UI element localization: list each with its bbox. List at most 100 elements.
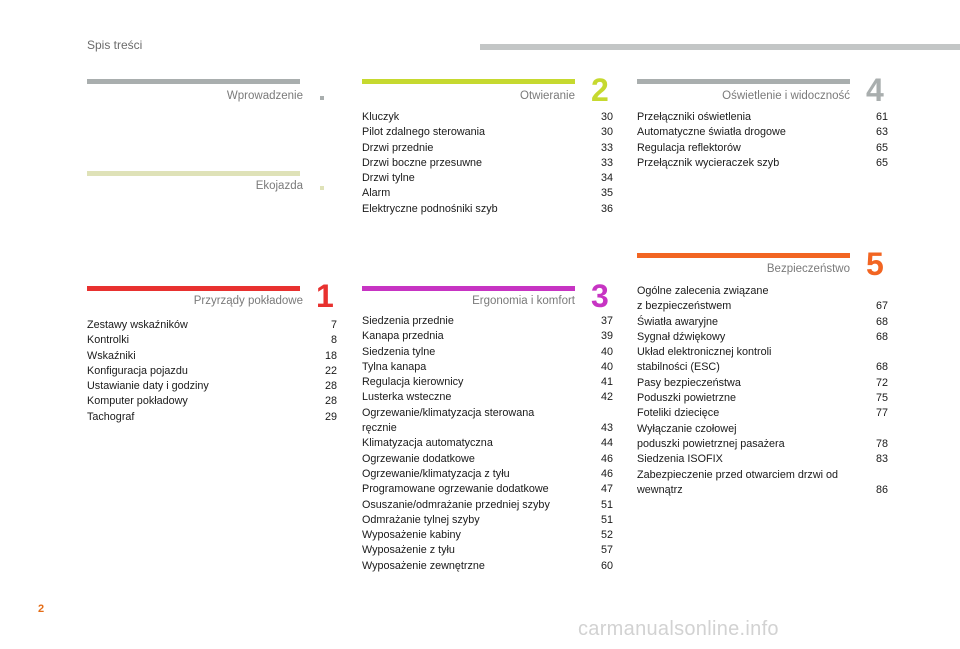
toc-entry-page: 42 <box>600 391 613 404</box>
toc-entry-label: Wyposażenie zewnętrzne <box>362 559 485 572</box>
toc-entry-page: 57 <box>600 544 613 557</box>
toc-entry[interactable]: Programowane ogrzewanie dodatkowe 47 <box>362 482 613 497</box>
toc-entry[interactable]: Kanapa przednia 39 <box>362 329 613 344</box>
toc-entry-page: 7 <box>330 319 337 331</box>
toc-entry-label: Zabezpieczenie przed otwarciem drzwi od … <box>637 468 839 496</box>
toc-entry-label: Ogrzewanie dodatkowe <box>362 452 475 465</box>
toc-entry-page: 18 <box>324 349 337 362</box>
toc-entry[interactable]: Klimatyzacja automatyczna 44 <box>362 436 613 451</box>
toc-entry-label: Wyłączanie czołowej poduszki powietrznej… <box>637 422 785 450</box>
toc-entry[interactable]: Osuszanie/odmrażanie przedniej szyby 51 <box>362 498 613 513</box>
toc-entry-label: Ogólne zalecenia związane z bezpieczeńst… <box>637 285 769 313</box>
toc-entry[interactable]: Foteliki dziecięce 77 <box>637 406 888 421</box>
toc-entry-page: 47 <box>600 483 613 496</box>
toc-entry[interactable]: Alarm 35 <box>362 186 613 201</box>
toc-list: Przełączniki oświetlenia 61 Automatyczne ś… <box>637 110 888 171</box>
toc-entry-page: 72 <box>875 376 888 389</box>
toc-entry[interactable]: Drzwi przednie 33 <box>362 141 613 156</box>
toc-entry[interactable]: Tachograf 29 <box>87 410 337 425</box>
section-title[interactable]: Otwieranie <box>520 90 575 102</box>
toc-entry-label: Kanapa przednia <box>362 330 444 343</box>
toc-entry-page: 86 <box>875 483 888 496</box>
toc-entry[interactable]: Kluczyk 30 <box>362 110 613 125</box>
page-header-title: Spis treści <box>87 38 143 52</box>
toc-entry[interactable]: Konfiguracja pojazdu 22 <box>87 364 337 379</box>
watermark: carmanualsonline.info <box>578 618 779 640</box>
toc-entry[interactable]: Siedzenia tylne 40 <box>362 345 613 360</box>
toc-entry-page: 51 <box>600 498 613 511</box>
toc-entry-label: Programowane ogrzewanie dodatkowe <box>362 483 549 496</box>
toc-entry[interactable]: Wskaźniki 18 <box>87 349 337 364</box>
toc-entry-label: Lusterka wsteczne <box>362 391 452 404</box>
toc-entry-page: 30 <box>600 111 613 123</box>
section-title[interactable]: Przyrządy pokładowe <box>193 295 303 307</box>
toc-entry[interactable]: Sygnał dźwiękowy 68 <box>637 330 888 345</box>
toc-entry[interactable]: Regulacja reflektorów 65 <box>637 141 888 156</box>
toc-entry[interactable]: Wyłączanie czołowej poduszki powietrznej… <box>637 422 888 453</box>
toc-entry[interactable]: Regulacja kierownicy 41 <box>362 375 613 390</box>
toc-entry[interactable]: Poduszki powietrzne 75 <box>637 391 888 406</box>
toc-entry-page: 43 <box>600 422 613 435</box>
toc-entry[interactable]: Komputer pokładowy 28 <box>87 394 337 409</box>
section-title[interactable]: Ergonomia i komfort <box>472 295 575 307</box>
toc-entry[interactable]: Tylna kanapa 40 <box>362 360 613 375</box>
toc-entry-page: 28 <box>324 380 337 393</box>
toc-entry-label: Drzwi przednie <box>362 141 434 154</box>
toc-entry-label: Automatyczne światła drogowe <box>637 126 786 139</box>
toc-entry[interactable]: Lusterka wsteczne 42 <box>362 390 613 405</box>
toc-entry-label: Wskaźniki <box>87 349 136 362</box>
toc-entry-label: Foteliki dziecięce <box>637 407 720 420</box>
toc-entry[interactable]: Przełącznik wycieraczek szyb 65 <box>637 156 888 171</box>
section-number: 2 <box>591 72 609 108</box>
toc-entry-page: 39 <box>600 330 613 343</box>
section-title[interactable]: Wprowadzenie <box>226 90 303 102</box>
toc-entry[interactable]: Ogrzewanie/klimatyzacja sterowana ręczni… <box>362 406 613 437</box>
toc-entry[interactable]: Drzwi boczne przesuwne 33 <box>362 156 613 171</box>
section-bar <box>362 79 575 84</box>
section-title[interactable]: Ekojazda <box>255 180 303 192</box>
toc-entry-page: 68 <box>875 361 888 374</box>
toc-entry[interactable]: Przełączniki oświetlenia 61 <box>637 110 888 125</box>
toc-entry-label: Siedzenia tylne <box>362 345 436 358</box>
toc-entry[interactable]: Światła awaryjne 68 <box>637 315 888 330</box>
toc-entry-label: Przełączniki oświetlenia <box>637 111 752 123</box>
toc-entry-page: 35 <box>600 187 613 200</box>
toc-entry[interactable]: Ustawianie daty i godziny 28 <box>87 379 337 394</box>
toc-entry-page: 65 <box>875 156 888 169</box>
toc-entry[interactable]: Ogólne zalecenia związane z bezpieczeńst… <box>637 284 888 315</box>
toc-entry[interactable]: Siedzenia ISOFIX 83 <box>637 452 888 467</box>
toc-entry-page: 33 <box>600 141 613 154</box>
section-bar <box>637 253 850 258</box>
toc-entry[interactable]: Układ elektronicznej kontroli stabilnośc… <box>637 345 888 376</box>
toc-entry-label: Ogrzewanie/klimatyzacja sterowana ręczni… <box>362 406 535 435</box>
toc-entry[interactable]: Wyposażenie zewnętrzne 60 <box>362 559 613 574</box>
toc-entry[interactable]: Odmrażanie tylnej szyby 51 <box>362 513 613 528</box>
toc-entry-page: 33 <box>600 156 613 169</box>
section-title[interactable]: Bezpieczeństwo <box>766 263 850 275</box>
toc-entry-label: Alarm <box>362 187 391 200</box>
toc-entry-label: Pasy bezpieczeństwa <box>637 376 741 389</box>
toc-entry[interactable]: Wyposażenie kabiny 52 <box>362 528 613 543</box>
toc-entry-page: 37 <box>600 315 613 327</box>
toc-entry[interactable]: Pilot zdalnego sterowania 30 <box>362 125 613 140</box>
toc-entry[interactable]: Siedzenia przednie 37 <box>362 314 613 329</box>
toc-entry-page: 22 <box>324 364 337 377</box>
toc-entry[interactable]: Elektryczne podnośniki szyb 36 <box>362 202 613 217</box>
toc-entry-page: 63 <box>875 126 888 139</box>
section-title[interactable]: Oświetlenie i widoczność <box>722 90 850 102</box>
toc-entry[interactable]: Drzwi tylne 34 <box>362 171 613 186</box>
toc-entry[interactable]: Wyposażenie z tyłu 57 <box>362 543 613 558</box>
toc-entry-page: 29 <box>324 410 337 423</box>
toc-entry[interactable]: Ogrzewanie/klimatyzacja z tyłu 46 <box>362 467 613 482</box>
toc-entry-page: 68 <box>875 315 888 328</box>
toc-entry[interactable]: Zestawy wskaźników 7 <box>87 318 337 333</box>
toc-entry-page: 77 <box>875 407 888 420</box>
toc-entry[interactable]: Automatyczne światła drogowe 63 <box>637 125 888 140</box>
toc-entry-page: 65 <box>875 141 888 154</box>
toc-entry-label: Przełącznik wycieraczek szyb <box>637 156 780 169</box>
toc-entry[interactable]: Pasy bezpieczeństwa 72 <box>637 376 888 391</box>
toc-entry[interactable]: Zabezpieczenie przed otwarciem drzwi od … <box>637 468 888 499</box>
toc-entry[interactable]: Ogrzewanie dodatkowe 46 <box>362 452 613 467</box>
toc-entry[interactable]: Kontrolki 8 <box>87 333 337 348</box>
toc-entry-label: Odmrażanie tylnej szyby <box>362 513 480 526</box>
